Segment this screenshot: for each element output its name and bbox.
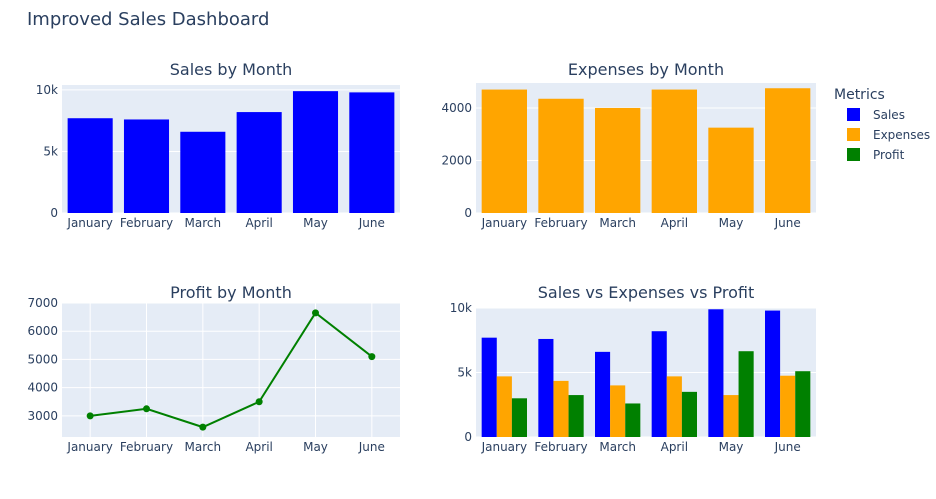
legend-swatch-expenses — [847, 128, 860, 141]
sales-bar-sales — [180, 131, 226, 213]
sales-bar-sales — [123, 119, 170, 213]
sales-bar-sales — [292, 91, 339, 213]
profit-point — [255, 398, 263, 406]
expenses-x-tick-label: May — [719, 216, 744, 230]
profit-x-tick-label: April — [245, 440, 272, 454]
legend-label-profit: Profit — [873, 148, 905, 162]
expenses-bar-expenses — [595, 107, 641, 213]
combined-bar-expenses — [553, 380, 569, 437]
legend-swatch-sales — [847, 108, 860, 121]
profit-chart-title: Profit by Month — [170, 283, 292, 302]
combined-bar-sales — [595, 351, 611, 437]
profit-point — [143, 405, 150, 413]
combined-bar-profit — [681, 391, 697, 437]
profit-x-tick-label: March — [185, 440, 222, 454]
expenses-chart-title: Expenses by Month — [568, 60, 724, 79]
combined-y-tick-label: 10k — [450, 301, 472, 315]
sales-x-tick-label: March — [185, 216, 222, 230]
profit-y-tick-label: 4000 — [27, 381, 58, 395]
combined-bar-expenses — [666, 376, 682, 437]
legend-swatch-profit — [847, 148, 860, 161]
expenses-bar-expenses — [651, 89, 697, 213]
combined-bar-profit — [568, 395, 584, 437]
expenses-y-tick-label: 0 — [464, 206, 472, 220]
profit-x-tick-label: June — [358, 440, 385, 454]
expenses-x-tick-label: March — [599, 216, 636, 230]
sales-bar-sales — [349, 92, 395, 213]
combined-x-tick-label: January — [481, 440, 528, 454]
combined-bar-expenses — [780, 375, 796, 437]
profit-y-tick-label: 7000 — [27, 296, 58, 310]
combined-x-tick-label: April — [661, 440, 688, 454]
expenses-x-tick-label: January — [481, 216, 528, 230]
sales-bar-sales — [236, 112, 282, 213]
sales-plot-area — [62, 85, 400, 213]
combined-bar-profit — [625, 403, 641, 437]
sales-bar-sales — [67, 118, 113, 213]
combined-bar-profit — [738, 351, 754, 437]
combined-chart-title: Sales vs Expenses vs Profit — [538, 283, 755, 302]
profit-y-tick-label: 3000 — [27, 409, 58, 423]
expenses-x-tick-label: February — [534, 216, 587, 230]
expenses-bar-expenses — [765, 88, 811, 213]
sales-chart-title: Sales by Month — [170, 60, 293, 79]
combined-x-tick-label: February — [534, 440, 587, 454]
expenses-y-tick-label: 2000 — [441, 153, 472, 167]
sales-y-tick-label: 5k — [43, 144, 58, 158]
expenses-x-tick-label: June — [774, 216, 801, 230]
combined-bar-expenses — [610, 385, 626, 437]
sales-y-tick-label: 10k — [36, 83, 58, 97]
legend-label-sales: Sales — [873, 108, 905, 122]
expenses-x-tick-label: April — [661, 216, 688, 230]
sales-x-tick-label: May — [303, 216, 328, 230]
profit-point — [199, 423, 207, 431]
combined-bar-expenses — [496, 376, 512, 437]
expenses-bar-expenses — [538, 98, 584, 213]
profit-point — [312, 309, 319, 317]
expenses-bar-expenses — [481, 89, 527, 213]
profit-x-tick-label: May — [303, 440, 328, 454]
profit-x-tick-label: February — [120, 440, 173, 454]
combined-bar-sales — [765, 310, 781, 437]
combined-bar-profit — [795, 371, 811, 437]
combined-bar-sales — [538, 338, 554, 437]
sales-x-tick-label: February — [120, 216, 173, 230]
profit-point — [368, 353, 376, 361]
profit-point — [86, 412, 94, 420]
combined-bar-sales — [651, 331, 667, 437]
combined-x-tick-label: May — [719, 440, 744, 454]
profit-y-tick-label: 5000 — [27, 352, 58, 366]
combined-x-tick-label: June — [774, 440, 801, 454]
sales-y-tick-label: 0 — [50, 206, 58, 220]
profit-plot-area — [62, 303, 400, 437]
expenses-y-tick-label: 4000 — [441, 101, 472, 115]
sales-x-tick-label: June — [358, 216, 385, 230]
combined-bar-sales — [708, 309, 724, 437]
sales-x-tick-label: April — [245, 216, 272, 230]
combined-x-tick-label: March — [599, 440, 636, 454]
expenses-plot-area — [476, 83, 816, 213]
combined-bar-profit — [511, 398, 527, 437]
combined-bar-expenses — [723, 395, 739, 437]
legend-title: Metrics — [834, 87, 885, 103]
profit-y-tick-label: 6000 — [27, 324, 58, 338]
profit-series-line — [90, 311, 373, 429]
combined-bar-sales — [481, 337, 497, 437]
dashboard-title: Improved Sales Dashboard — [27, 9, 270, 30]
expenses-bar-expenses — [708, 127, 754, 213]
combined-y-tick-label: 0 — [464, 430, 472, 444]
legend-label-expenses: Expenses — [873, 128, 930, 142]
combined-y-tick-label: 5k — [457, 366, 472, 380]
profit-x-tick-label: January — [66, 440, 113, 454]
sales-x-tick-label: January — [66, 216, 113, 230]
